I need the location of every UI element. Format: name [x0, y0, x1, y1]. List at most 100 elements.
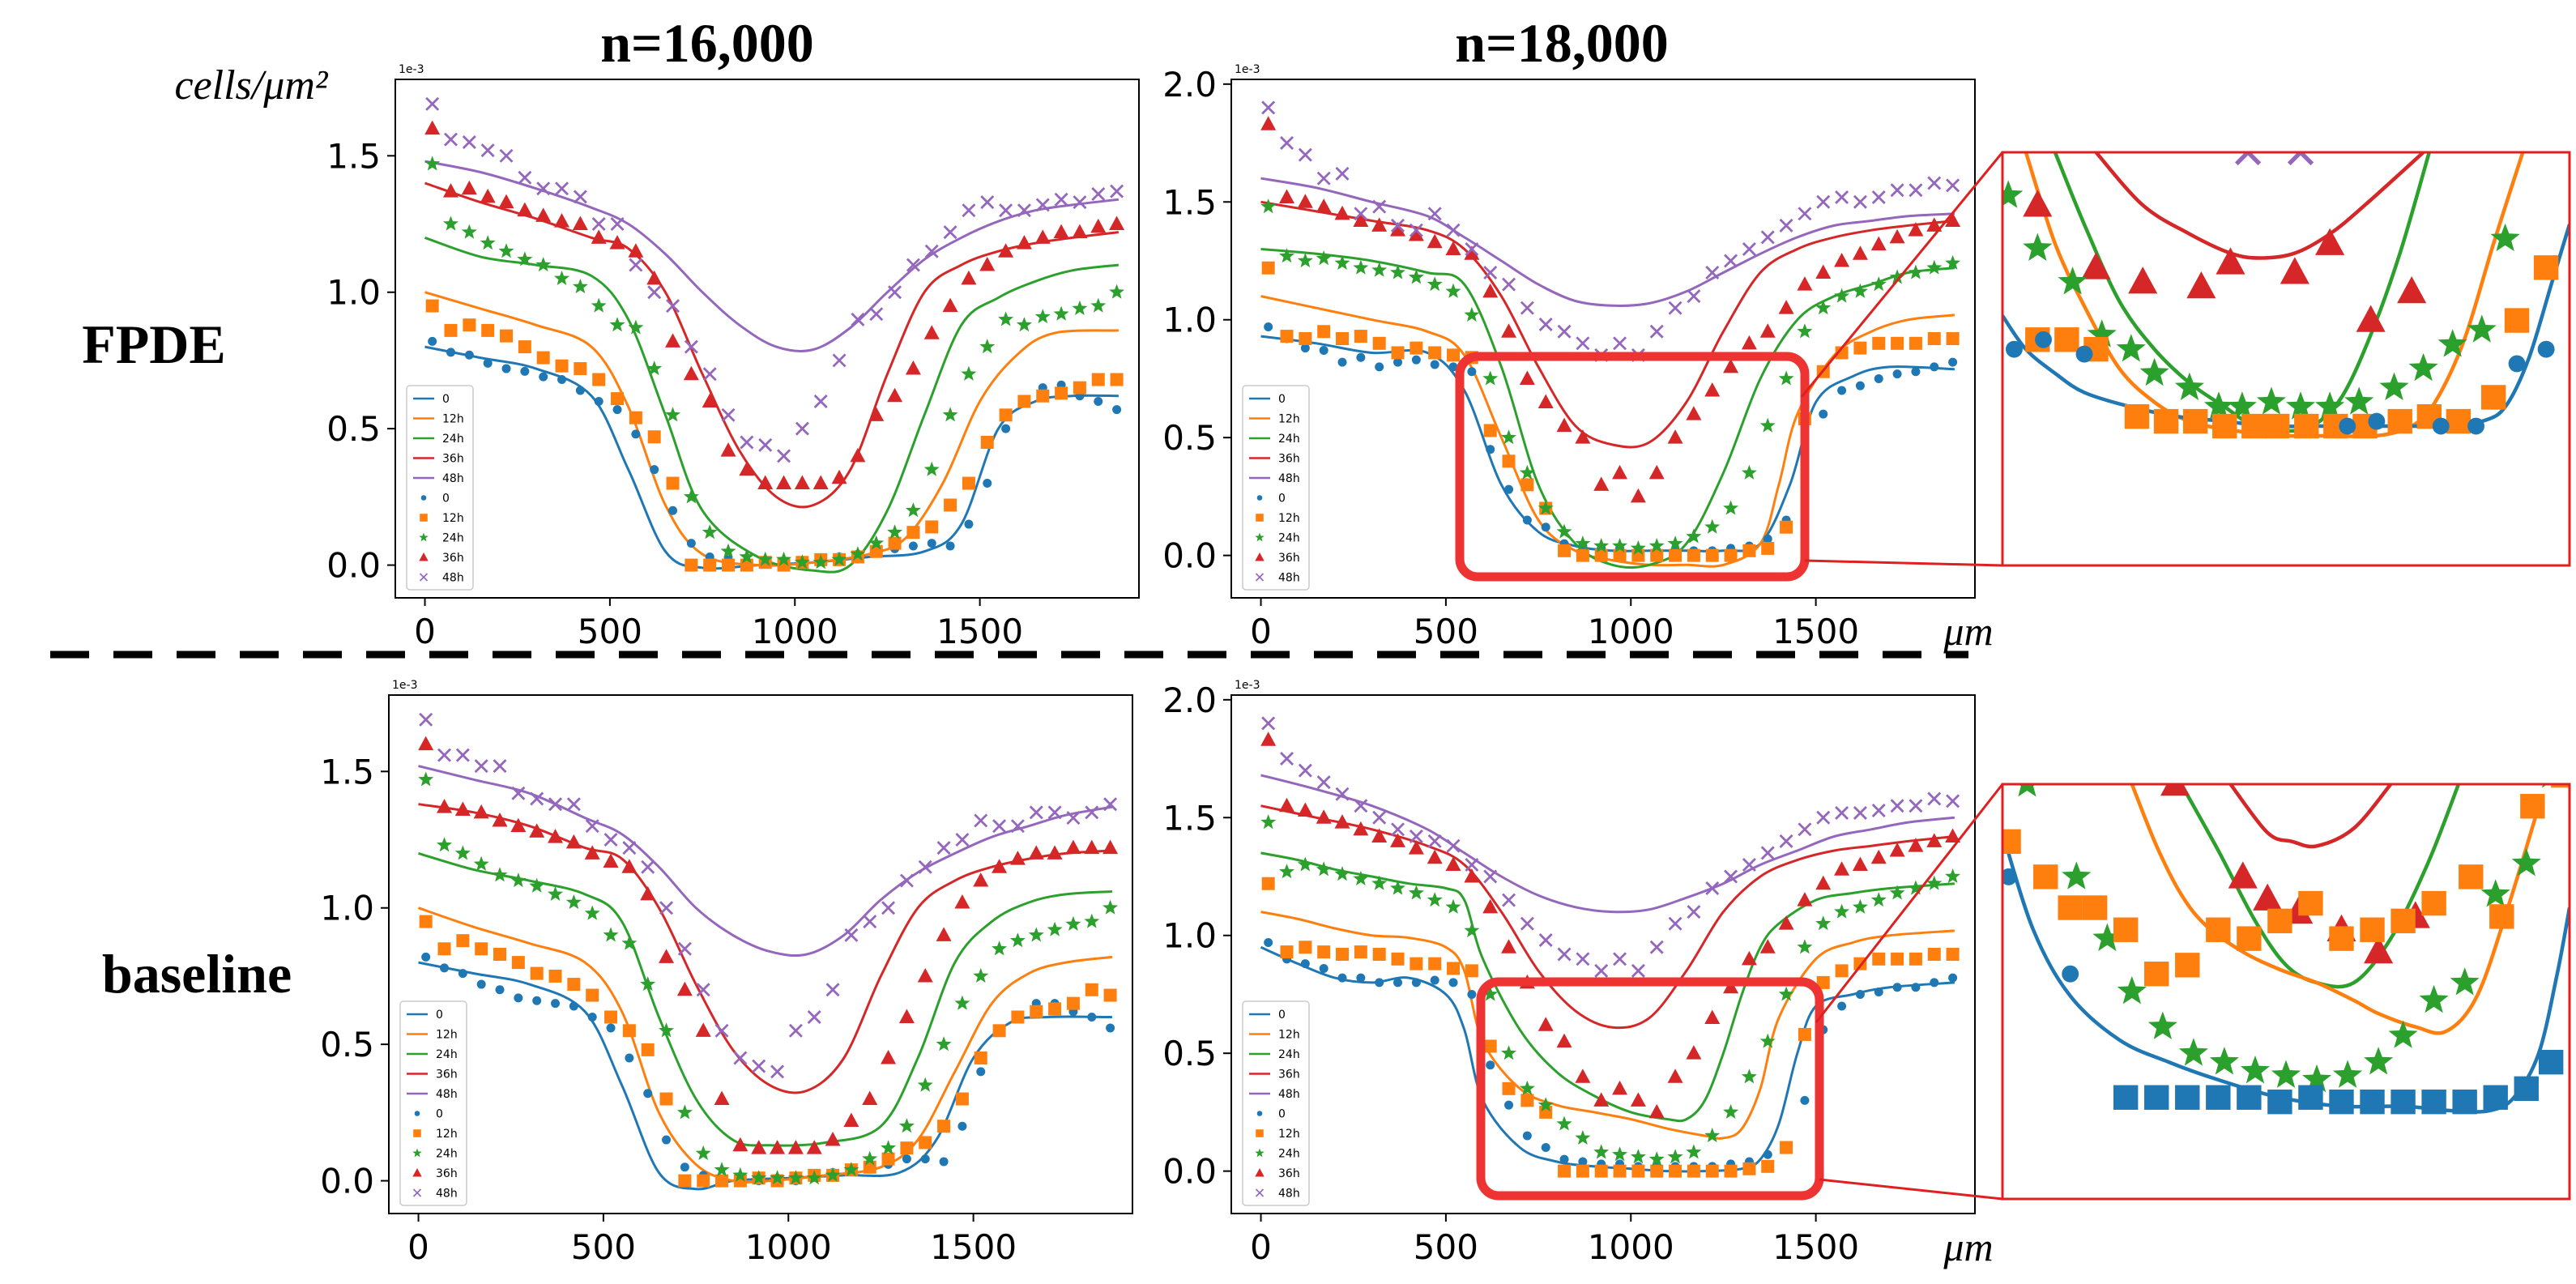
zoom-point-24h — [2062, 861, 2092, 889]
zoom-point-0 — [2005, 340, 2023, 358]
point-24h — [695, 1145, 711, 1160]
point-12h — [1798, 1027, 1811, 1041]
point-0 — [587, 1012, 597, 1022]
point-48h — [493, 759, 507, 774]
point-48h — [1483, 869, 1498, 884]
zoom-point-24h — [2333, 1060, 2363, 1088]
point-0 — [1486, 445, 1495, 454]
point-36h — [1797, 892, 1813, 906]
point-12h — [1354, 945, 1367, 959]
point-48h — [1760, 846, 1775, 860]
point-24h — [1556, 523, 1572, 539]
point-36h — [454, 801, 471, 816]
point-12h — [1687, 1164, 1700, 1178]
point-48h — [1909, 799, 1923, 813]
legend-line-label: 12h — [436, 1029, 458, 1042]
point-24h — [1390, 880, 1405, 895]
point-36h — [1053, 224, 1069, 239]
point-48h — [832, 353, 847, 368]
legend-marker-swatch — [1256, 1111, 1263, 1116]
point-36h — [732, 1137, 748, 1152]
point-24h — [1482, 370, 1499, 386]
point-12h — [944, 498, 957, 512]
point-0 — [1300, 343, 1310, 353]
point-48h — [733, 1051, 748, 1065]
point-36h — [923, 325, 940, 339]
point-24h — [1260, 198, 1277, 214]
point-48h — [1354, 799, 1368, 813]
point-12h — [955, 1092, 969, 1106]
point-24h — [770, 1170, 786, 1185]
point-24h — [1260, 814, 1277, 830]
point-24h — [1371, 875, 1388, 890]
point-12h — [1705, 1164, 1719, 1178]
point-36h — [473, 804, 489, 819]
point-24h — [923, 461, 940, 476]
legend-marker-label: 48h — [442, 572, 464, 585]
zoom-point-12h — [2264, 413, 2290, 439]
point-24h — [806, 1170, 822, 1185]
point-24h — [1427, 892, 1443, 907]
point-12h — [1761, 1159, 1775, 1173]
column-title-n18000: n=18,000 — [1455, 12, 1669, 74]
point-0 — [1892, 369, 1902, 379]
point-48h — [610, 217, 625, 232]
x-unit-label: μm — [1943, 608, 1993, 654]
y-tick-label: 2.0 — [1162, 680, 1217, 720]
zoom-point-24h — [2256, 386, 2286, 415]
point-36h — [1778, 300, 1794, 314]
legend-marker-swatch — [413, 1129, 421, 1137]
zoom-point-12h — [2058, 895, 2083, 920]
zoom-point-36h — [2128, 267, 2158, 294]
point-36h — [418, 736, 434, 751]
point-12h — [1447, 962, 1461, 975]
legend-marker-label: 24h — [1278, 532, 1300, 545]
x-tick-label: 1500 — [930, 1227, 1017, 1267]
point-36h — [850, 447, 866, 463]
point-0 — [1930, 362, 1939, 372]
series-lines — [1260, 177, 1955, 569]
legend-line-label: 36h — [442, 453, 464, 466]
point-24h — [1537, 500, 1554, 515]
point-0 — [476, 979, 486, 989]
point-48h — [480, 143, 495, 158]
zoom-connector-bottom — [1804, 559, 2003, 567]
zoom-point-0 — [2467, 417, 2484, 435]
point-0 — [1911, 367, 1921, 377]
point-12h — [1428, 346, 1442, 360]
point-36h — [659, 949, 675, 963]
point-36h — [917, 967, 933, 983]
point-36h — [1556, 1033, 1572, 1048]
point-12h — [1724, 1164, 1738, 1178]
legend-marker-label: 24h — [1278, 1148, 1300, 1161]
point-48h — [462, 134, 476, 149]
point-36h — [1028, 845, 1044, 860]
point-24h — [787, 1170, 804, 1185]
point-24h — [714, 1162, 730, 1177]
point-24h — [998, 311, 1014, 326]
point-12h — [1576, 548, 1589, 562]
point-36h — [806, 1140, 822, 1154]
point-12h — [419, 915, 433, 928]
point-24h — [1778, 370, 1794, 386]
legend-marker-label: 36h — [436, 1167, 458, 1180]
zoom-point-12h — [2237, 926, 2262, 951]
zoom-point-12h — [2421, 890, 2446, 916]
point-12h — [1891, 336, 1904, 350]
point-36h — [1870, 849, 1887, 864]
point-36h — [609, 235, 625, 250]
point-0 — [532, 996, 542, 1005]
point-12h — [1853, 341, 1867, 355]
legend-marker-label: 0 — [442, 493, 450, 505]
point-0 — [1948, 357, 1958, 367]
point-24h — [1279, 248, 1294, 263]
point-0 — [1375, 978, 1384, 988]
zoom-point-48h — [2287, 152, 2314, 166]
point-48h — [1668, 916, 1683, 931]
point-36h — [751, 1140, 767, 1154]
point-12h — [869, 544, 883, 558]
point-0 — [1264, 937, 1273, 947]
point-12h — [1502, 1081, 1516, 1095]
point-48h — [1649, 940, 1664, 954]
